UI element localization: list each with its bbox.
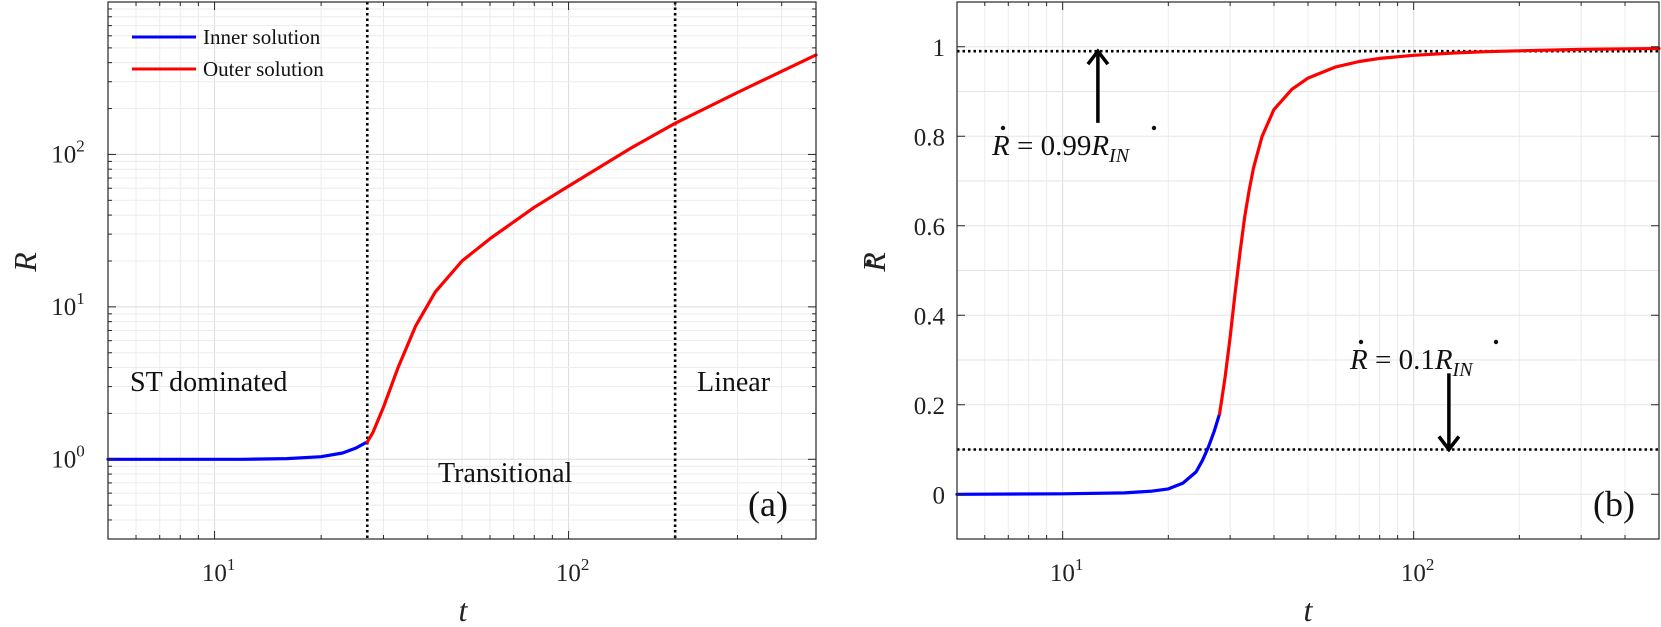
series-a (106, 53, 818, 461)
a-xtick-label: 102 (556, 555, 590, 587)
b-xtick-label: 102 (1401, 555, 1435, 587)
grid-a (108, 2, 816, 540)
a-ytick-label: 101 (51, 289, 85, 321)
tick-labels-a: 101 102 100 101 102 (51, 136, 589, 587)
dot-accent (1151, 125, 1157, 131)
x-axis-label-a: t (459, 592, 469, 627)
a-xtick-label: 101 (202, 555, 236, 587)
legend: Inner solution Outer solution (132, 25, 324, 81)
ticks-a (108, 2, 816, 540)
y-axis-label-dot (866, 259, 872, 265)
b-ytick-label: 0.8 (914, 124, 945, 151)
annotation-01: R = 0.1RIN (1349, 339, 1499, 381)
panel-a: 101 102 100 101 102 Inner solution Outer sol… (7, 1, 818, 627)
dot-accent (1493, 339, 1499, 345)
a-series-inner (106, 440, 369, 461)
region-transitional: Transitional (438, 458, 573, 489)
series-b (955, 46, 1661, 496)
b-ytick-label: 1 (933, 35, 946, 62)
annotation-arrow-head-0 (1086, 48, 1110, 66)
dot-accent (1358, 339, 1364, 345)
legend-label-inner: Inner solution (203, 25, 321, 49)
region-st-dominated: ST dominated (130, 367, 287, 398)
annotation-arrows (1086, 48, 1461, 453)
panel-b: 101 102 0 0.2 0.4 0.6 0.8 1 R = 0.99RIN R = 0.1… (856, 1, 1661, 627)
annotation-label-01: R = 0.1RIN (1349, 344, 1474, 381)
b-ytick-label: 0.2 (914, 393, 945, 420)
a-ytick-label: 100 (51, 441, 85, 473)
region-linear: Linear (697, 367, 771, 398)
vlines-a (365, 2, 677, 539)
tick-labels-b: 101 102 0 0.2 0.4 0.6 0.8 1 (914, 35, 1435, 587)
b-series-inner (955, 412, 1222, 496)
a-series-outer (365, 53, 818, 444)
a-ytick-label: 102 (51, 136, 85, 168)
dot-accent (1000, 125, 1006, 131)
panel-label-a: (a) (748, 484, 788, 524)
b-xtick-label: 101 (1050, 555, 1084, 587)
b-ytick-label: 0.4 (914, 303, 946, 330)
legend-label-outer: Outer solution (203, 57, 324, 81)
panel-label-b: (b) (1593, 484, 1635, 524)
y-axis-label-b: R (856, 252, 892, 273)
ticks-b (957, 2, 1659, 539)
annotation-099: R = 0.99RIN (991, 125, 1157, 167)
b-series-outer (1217, 46, 1661, 416)
x-axis-label-b: t (1304, 592, 1314, 627)
b-ytick-label: 0.6 (914, 214, 945, 241)
annotation-label-099: R = 0.99RIN (991, 130, 1131, 167)
y-axis-label-a: R (7, 252, 43, 273)
b-ytick-label: 0 (933, 482, 946, 509)
annotation-arrow-head-1 (1437, 435, 1461, 453)
